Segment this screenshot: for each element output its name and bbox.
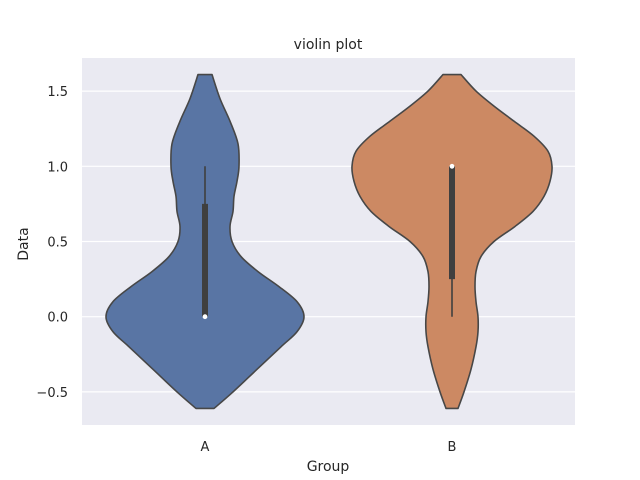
x-tick-label: A	[201, 440, 210, 455]
violins	[105, 73, 553, 410]
x-axis-label: Group	[307, 459, 350, 475]
median-point-a	[202, 314, 208, 320]
y-tick-label: 1.5	[47, 85, 68, 100]
y-axis-label: Data	[16, 227, 32, 260]
y-axis-ticks: −0.5 0.0 0.5 1.0 1.5	[36, 85, 68, 401]
median-point-b	[449, 163, 455, 169]
chart-title: violin plot	[294, 37, 363, 53]
x-tick-label: B	[448, 440, 457, 455]
y-tick-label: 0.5	[47, 236, 68, 251]
y-tick-label: 1.0	[47, 160, 68, 175]
y-tick-label: −0.5	[36, 386, 68, 401]
y-tick-label: 0.0	[47, 311, 68, 326]
